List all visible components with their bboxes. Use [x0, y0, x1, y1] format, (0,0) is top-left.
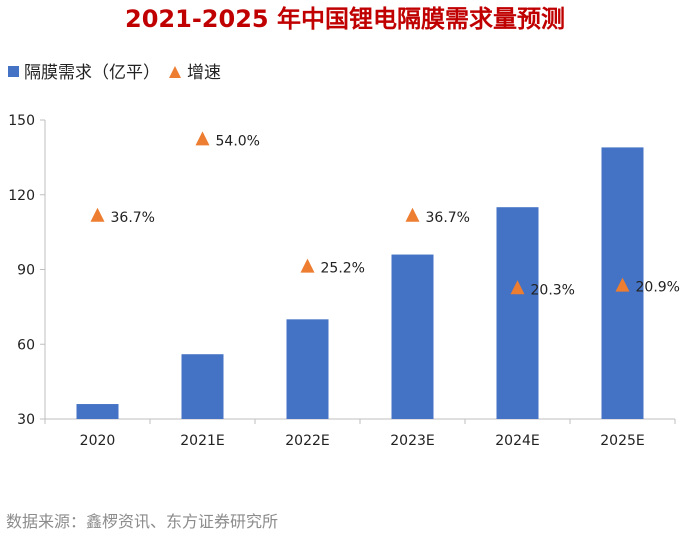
- growth-marker-2024E: [510, 280, 525, 295]
- x-axis: 2020 2021E 2022E 2023E 2024E 2025E: [44, 418, 676, 449]
- growth-marker-series: 36.7% 54.0% 25.2% 36.7% 20.3% 20.9%: [90, 131, 680, 298]
- y-tick-label: 90: [17, 263, 35, 279]
- growth-label-2022E: 25.2%: [321, 261, 365, 277]
- growth-label-2021E: 54.0%: [216, 133, 260, 149]
- y-axis: 30 60 90 120 150: [8, 113, 46, 428]
- growth-label-2024E: 20.3%: [531, 282, 575, 298]
- legend-swatch-marker: [169, 66, 181, 78]
- x-tick-label: 2024E: [495, 433, 539, 449]
- y-tick-label: 120: [8, 188, 35, 204]
- source-note: 数据来源：鑫椤资讯、东方证券研究所: [6, 512, 278, 531]
- bar-2023E: [391, 254, 434, 419]
- x-tick-label: 2022E: [285, 433, 329, 449]
- y-tick-label: 150: [8, 113, 35, 129]
- legend-label-marker: 增速: [187, 63, 221, 83]
- x-tick-label: 2023E: [390, 433, 434, 449]
- legend: 隔膜需求（亿平） 增速: [8, 63, 221, 83]
- growth-marker-2020: [90, 207, 105, 222]
- growth-marker-2022E: [300, 258, 315, 273]
- growth-label-2025E: 20.9%: [636, 280, 680, 296]
- y-tick-label: 60: [17, 337, 35, 353]
- y-tick-label: 30: [17, 412, 35, 428]
- x-tick-label: 2020: [80, 433, 116, 449]
- growth-marker-2021E: [195, 131, 210, 146]
- growth-label-2020: 36.7%: [111, 210, 155, 226]
- legend-label-bars: 隔膜需求（亿平）: [24, 63, 160, 83]
- bar-2024E: [496, 207, 539, 419]
- legend-swatch-bars: [8, 66, 19, 77]
- bar-2020: [76, 404, 119, 419]
- x-tick-label: 2025E: [600, 433, 644, 449]
- bar-2022E: [286, 319, 329, 419]
- bar-2021E: [181, 354, 224, 419]
- bar-series: [76, 147, 644, 420]
- growth-marker-2025E: [615, 277, 630, 292]
- growth-marker-2023E: [405, 207, 420, 222]
- growth-label-2023E: 36.7%: [426, 210, 470, 226]
- chart-title: 2021-2025 年中国锂电隔膜需求量预测: [125, 5, 565, 33]
- x-tick-label: 2021E: [180, 433, 224, 449]
